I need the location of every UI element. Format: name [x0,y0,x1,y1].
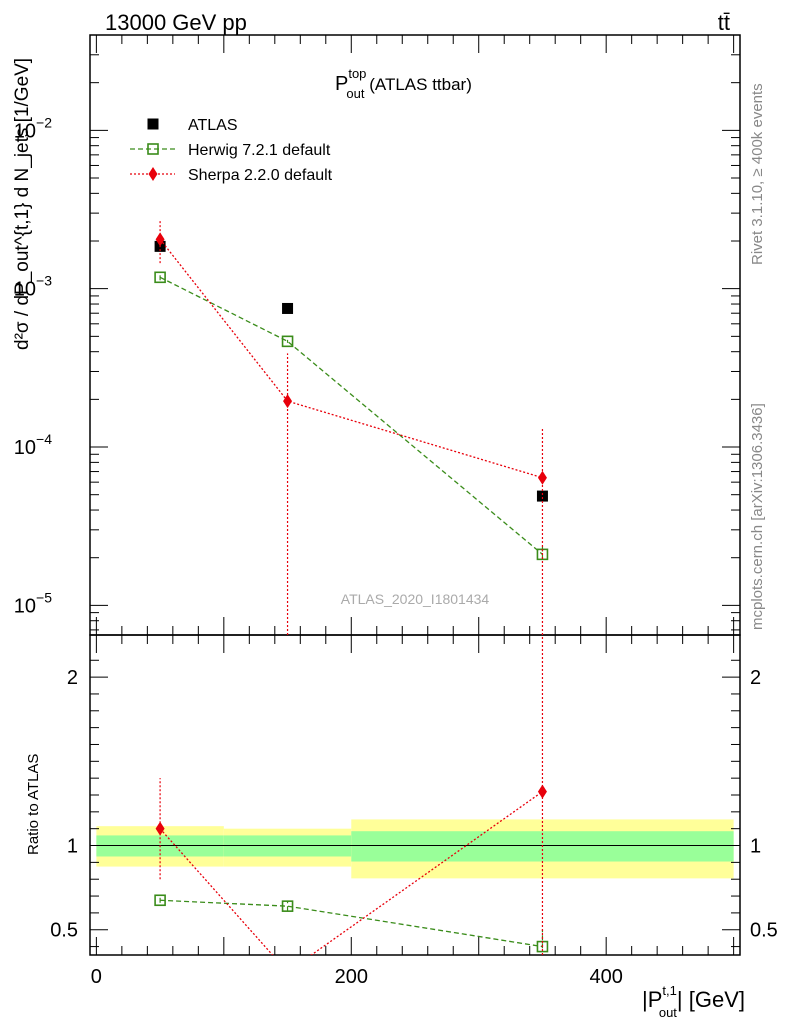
ratio-series [154,635,549,955]
main-line-square-open [159,276,543,555]
main-line-diamond-filled [159,238,543,479]
legend-label: Sherpa 2.2.0 default [188,167,333,184]
ratio-y-tick-label-right: 1 [750,836,761,858]
title-suffix: (ATLAS ttbar) [365,75,472,94]
y-tick-label: 10−4 [14,431,52,459]
legend-marker [147,118,159,130]
ratio-y-tick-label-left: 2 [67,667,78,689]
ratio-y-axis-label: Ratio to ATLAS [25,754,42,855]
legend-label: Herwig 7.2.1 default [188,142,331,159]
ratio-line-square-open [160,899,543,948]
ratio-y-tick-label-right: 0.5 [750,920,778,942]
ratio-bands [90,819,740,879]
y-tick-label: 10−2 [14,114,52,142]
legend-marker [147,143,159,155]
axis-ticks: 10−5 10−4 10−3 10−2 0 200 400 0.5 0.5 1 1 2 2 [14,34,778,988]
y-tick-label: 10−5 [14,589,52,617]
y-tick-label: 10−3 [14,273,52,301]
title-main: P [335,73,348,95]
ratio-point [281,900,294,912]
plot-title: Ptop out (ATLAS ttbar) [335,66,472,101]
title-sup: top [348,66,366,81]
ratio-point [154,894,166,907]
y-axis-label: d²σ / dP_out^{t,1} d N_jets [1/GeV] [12,58,33,350]
title-sub: out [346,86,364,101]
main-point [536,490,548,502]
x-tick-label: 400 [589,966,622,988]
legend: ATLAS Herwig 7.2.1 default Sherpa 2.2.0 de… [130,117,333,184]
ratio-point [537,784,547,799]
ratio-y-tick-label-left: 1 [67,836,78,858]
legend-label: ATLAS [188,117,238,134]
ratio-panel-frame [89,634,741,956]
main-point [281,335,294,348]
legend-marker [148,167,158,181]
x-axis-label: |Pt,1 out| [GeV] [642,983,745,1020]
main-point [154,271,166,284]
mcplots-label: mcplots.cern.ch [arXiv:1306.3436] [749,403,766,630]
main-point [282,302,294,314]
ratio-y-tick-label-left: 0.5 [50,920,78,942]
main-point [283,394,293,409]
header-energy: 13000 GeV pp [105,10,247,35]
ratio-y-tick-label-right: 2 [750,667,761,689]
x-tick-label: 200 [335,966,368,988]
main-series [154,220,549,635]
header-process: tt̄ [718,10,730,35]
main-point [155,232,165,247]
analysis-watermark: ATLAS_2020_I1801434 [341,591,490,607]
main-point [537,470,547,485]
ratio-point [155,821,165,836]
rivet-label: Rivet 3.1.10, ≥ 400k events [749,83,766,265]
x-tick-label: 0 [91,966,102,988]
